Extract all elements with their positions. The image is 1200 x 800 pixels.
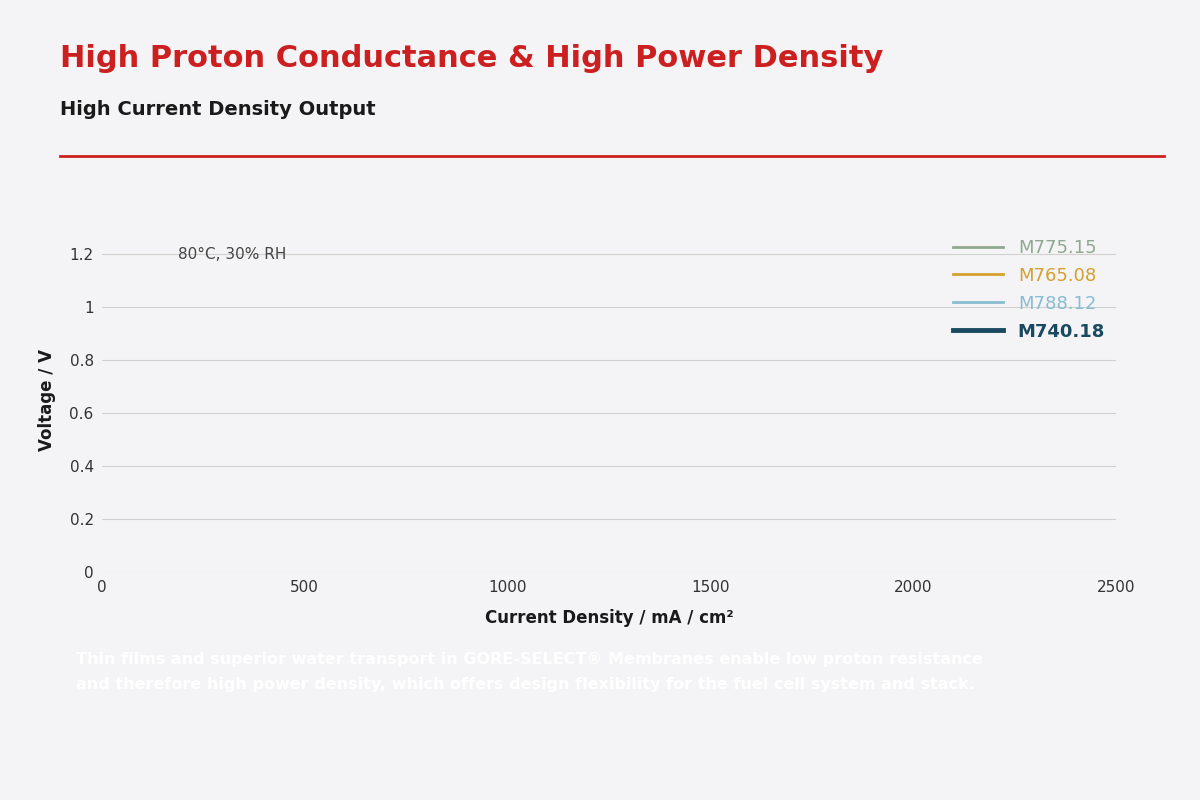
Text: Thin films and superior water transport in GORE-SELECT® Membranes enable low pro: Thin films and superior water transport … bbox=[76, 652, 983, 691]
Text: High Current Density Output: High Current Density Output bbox=[60, 100, 376, 119]
Y-axis label: Voltage / V: Voltage / V bbox=[37, 349, 55, 451]
Text: High Proton Conductance & High Power Density: High Proton Conductance & High Power Den… bbox=[60, 44, 883, 73]
X-axis label: Current Density / mA / cm²: Current Density / mA / cm² bbox=[485, 610, 733, 627]
Text: 80°C, 30% RH: 80°C, 30% RH bbox=[178, 247, 287, 262]
Legend: M775.15, M765.08, M788.12, M740.18: M775.15, M765.08, M788.12, M740.18 bbox=[946, 232, 1112, 348]
